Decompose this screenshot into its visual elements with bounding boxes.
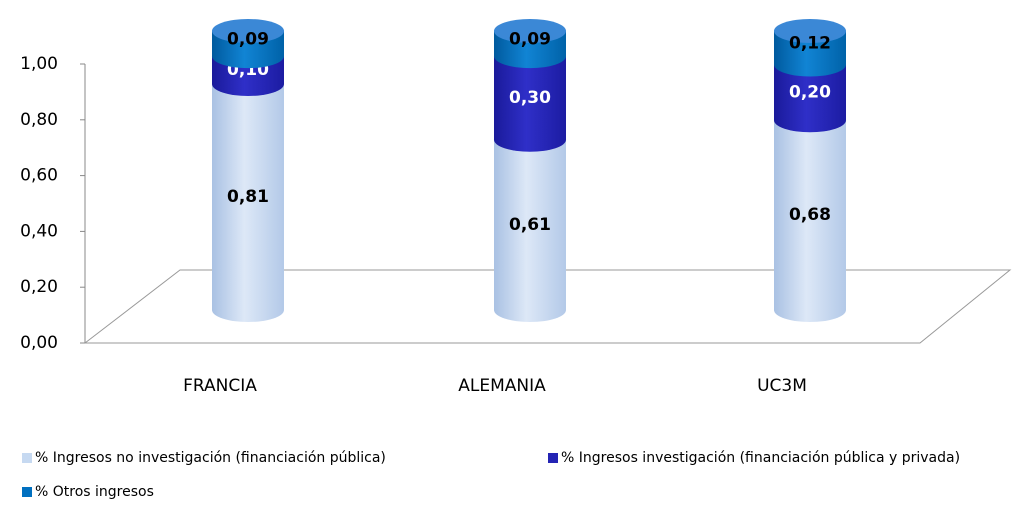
value-label: 0,61 [509,215,551,235]
cylinder-segment [212,84,284,322]
y-tick-label: 0,80 [20,110,58,130]
segment-body [212,84,284,310]
cylinder-segment [494,139,566,322]
segment-top [212,19,284,43]
legend-swatch [548,453,558,463]
value-label: 0,09 [509,30,551,50]
value-label: 0,20 [789,82,831,102]
legend-label: % Ingresos investigación (financiación p… [561,450,960,466]
value-label: 0,68 [789,205,831,225]
x-tick-label: FRANCIA [183,376,257,396]
x-tick-label: UC3M [757,376,807,396]
cylinder-segment [494,19,566,69]
segment-top [494,19,566,43]
value-label: 0,81 [227,187,269,207]
value-label: 0,30 [509,88,551,108]
y-tick-label: 1,00 [20,54,58,74]
cylinder-segment [774,64,846,133]
legend-label: % Ingresos no investigación (financiació… [35,450,386,466]
legend-label: % Otros ingresos [35,484,154,500]
floor [83,269,1012,344]
segment-body [494,139,566,310]
cylinder-segment [212,19,284,69]
segment-top [774,19,846,43]
y-tick-label: 0,40 [20,221,58,241]
cylinder-segment [494,56,566,152]
x-tick-label: ALEMANIA [458,376,546,396]
segment-body [494,56,566,140]
cylinder-segment [774,19,846,77]
legend-swatch [22,487,32,497]
y-tick-label: 0,00 [20,333,58,353]
y-tick-label: 0,20 [20,277,58,297]
segment-body [774,120,846,310]
y-tick-label: 0,60 [20,166,58,186]
cylinder-segment [774,120,846,322]
legend-swatch [22,453,32,463]
value-label: 0,09 [227,30,269,50]
value-label: 0,12 [789,34,831,54]
